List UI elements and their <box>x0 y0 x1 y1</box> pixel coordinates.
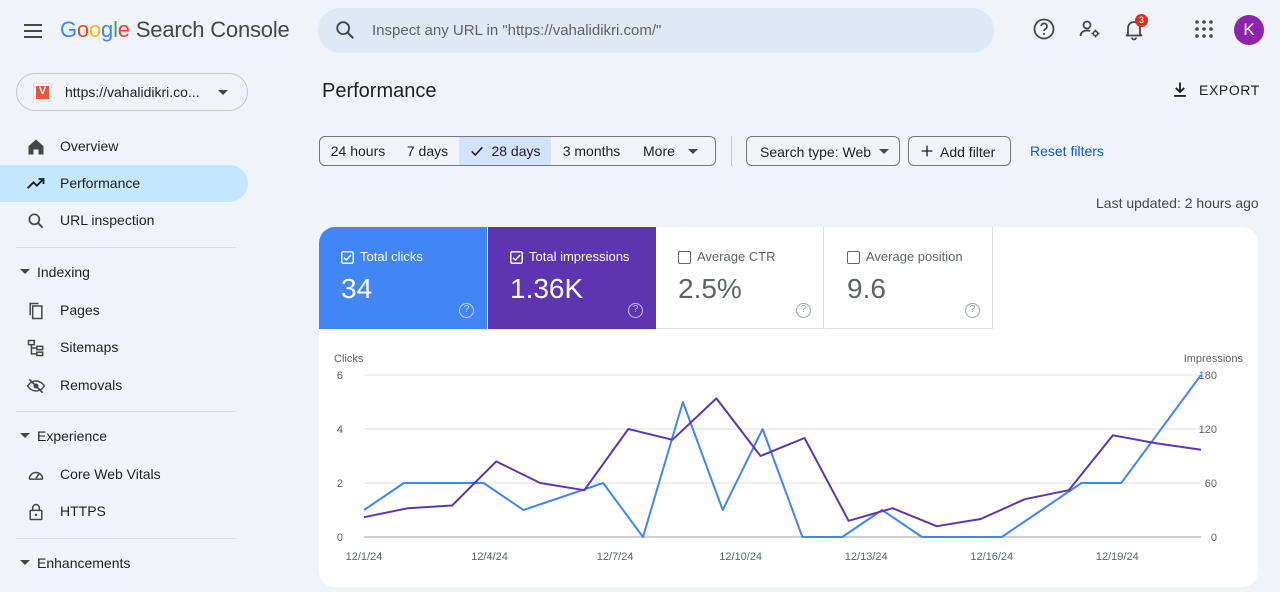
help-icon[interactable]: ? <box>628 303 643 318</box>
sidebar-item-overview[interactable]: Overview <box>0 128 248 165</box>
manage-users-icon[interactable] <box>1078 17 1102 41</box>
left-tick-label: 4 <box>337 424 343 436</box>
x-tick-label: 12/16/24 <box>970 551 1013 563</box>
sidebar-section-enhancements[interactable]: Enhancements <box>0 549 248 579</box>
sitemap-icon <box>27 339 44 357</box>
speed-gauge-icon <box>28 471 44 480</box>
property-url: https://vahalidikri.co... <box>65 84 200 100</box>
sidebar-item-pages[interactable]: Pages <box>0 292 248 329</box>
checkbox-unchecked-icon[interactable] <box>847 251 860 264</box>
left-tick-label: 2 <box>337 478 343 490</box>
metric-total-clicks[interactable]: Total clicks 34 ? <box>319 227 487 329</box>
left-tick-label: 6 <box>337 370 343 382</box>
dropdown-arrow-icon <box>879 149 889 154</box>
property-favicon: V <box>33 83 52 102</box>
collapse-caret-icon <box>20 269 30 274</box>
main-menu-icon[interactable] <box>20 18 46 44</box>
sidebar-item-sitemaps[interactable]: Sitemaps <box>0 329 248 366</box>
x-tick-label: 12/19/24 <box>1096 551 1139 563</box>
checkbox-checked-icon[interactable] <box>510 251 523 264</box>
product-name: Search Console <box>135 17 290 42</box>
sidebar-item-performance[interactable]: Performance <box>0 165 248 202</box>
metric-value: 9.6 <box>847 273 886 304</box>
metric-average-position[interactable]: Average position 9.6 ? <box>825 227 993 329</box>
right-axis-label: Impressions <box>1184 353 1244 365</box>
property-selector[interactable]: V https://vahalidikri.co... <box>16 73 248 111</box>
help-icon[interactable] <box>1032 17 1056 41</box>
metric-total-impressions[interactable]: Total impressions 1.36K ? <box>488 227 656 329</box>
help-icon[interactable]: ? <box>796 303 811 318</box>
export-button[interactable]: EXPORT <box>1168 78 1260 102</box>
sidebar-item-removals[interactable]: Removals <box>0 367 248 404</box>
performance-card: Total clicks 34 ? Total impressions 1.36… <box>319 227 1258 587</box>
search-icon <box>336 21 354 39</box>
series-line-impressions <box>363 397 1202 528</box>
sidebar-item-https[interactable]: HTTPS <box>0 493 248 530</box>
range-28-days[interactable]: 28 days <box>459 136 552 166</box>
x-tick-label: 12/4/24 <box>471 551 508 563</box>
metric-average-ctr[interactable]: Average CTR 2.5% ? <box>656 227 824 329</box>
reset-filters-link[interactable]: Reset filters <box>1030 143 1104 159</box>
chevron-down-icon <box>218 90 228 95</box>
x-tick-label: 12/13/24 <box>845 551 888 563</box>
url-inspection-search[interactable] <box>318 8 994 53</box>
metric-value: 34 <box>341 273 373 304</box>
visibility-off-icon <box>26 378 46 394</box>
range-more-dropdown[interactable]: More <box>632 136 716 166</box>
x-tick-label: 12/10/24 <box>719 551 762 563</box>
x-tick-label: 12/1/24 <box>346 551 383 563</box>
sidebar-divider <box>16 411 236 412</box>
right-tick-label: 0 <box>1211 532 1217 544</box>
plus-icon <box>921 145 933 157</box>
lock-icon <box>29 503 43 521</box>
collapse-caret-icon <box>20 433 30 438</box>
right-tick-label: 60 <box>1205 478 1217 490</box>
search-type-dropdown[interactable]: Search type: Web <box>746 136 900 166</box>
right-tick-label: 120 <box>1199 424 1217 436</box>
account-avatar[interactable]: K <box>1234 15 1264 45</box>
home-icon <box>28 139 44 155</box>
series-line-clicks <box>363 374 1202 538</box>
pages-icon <box>29 302 43 320</box>
sidebar-divider <box>16 247 236 248</box>
search-icon <box>28 213 44 229</box>
help-icon[interactable]: ? <box>965 303 980 318</box>
sidebar-item-url-inspection[interactable]: URL inspection <box>0 202 248 239</box>
sidebar-section-experience[interactable]: Experience <box>0 422 248 452</box>
x-tick-label: 12/7/24 <box>597 551 634 563</box>
left-axis-label: Clicks <box>334 353 364 365</box>
add-filter-button[interactable]: Add filter <box>908 136 1011 166</box>
last-updated-text: Last updated: 2 hours ago <box>1096 195 1259 211</box>
checkbox-unchecked-icon[interactable] <box>678 251 691 264</box>
sidebar-divider <box>16 538 236 539</box>
sidebar-section-indexing[interactable]: Indexing <box>0 258 248 288</box>
range-24-hours[interactable]: 24 hours <box>319 136 397 166</box>
dropdown-arrow-icon <box>688 149 698 154</box>
notification-count-badge: 3 <box>1135 14 1148 27</box>
apps-grid-icon[interactable] <box>1192 17 1216 41</box>
check-icon <box>471 146 484 157</box>
trending-up-icon <box>27 178 45 189</box>
filter-separator <box>731 136 732 166</box>
download-icon <box>1174 82 1186 97</box>
collapse-caret-icon <box>20 560 30 565</box>
left-tick-label: 0 <box>337 532 343 544</box>
right-tick-label: 180 <box>1199 370 1217 382</box>
product-logo[interactable]: Google Search Console <box>60 17 290 42</box>
metric-value: 2.5% <box>678 273 742 304</box>
checkbox-checked-icon[interactable] <box>341 251 354 264</box>
metric-value: 1.36K <box>510 273 584 304</box>
help-icon[interactable]: ? <box>459 303 474 318</box>
sidebar-item-core-web-vitals[interactable]: Core Web Vitals <box>0 456 248 493</box>
range-7-days[interactable]: 7 days <box>396 136 460 166</box>
search-input[interactable] <box>372 8 972 53</box>
range-3-months[interactable]: 3 months <box>551 136 633 166</box>
page-title: Performance <box>322 80 437 102</box>
